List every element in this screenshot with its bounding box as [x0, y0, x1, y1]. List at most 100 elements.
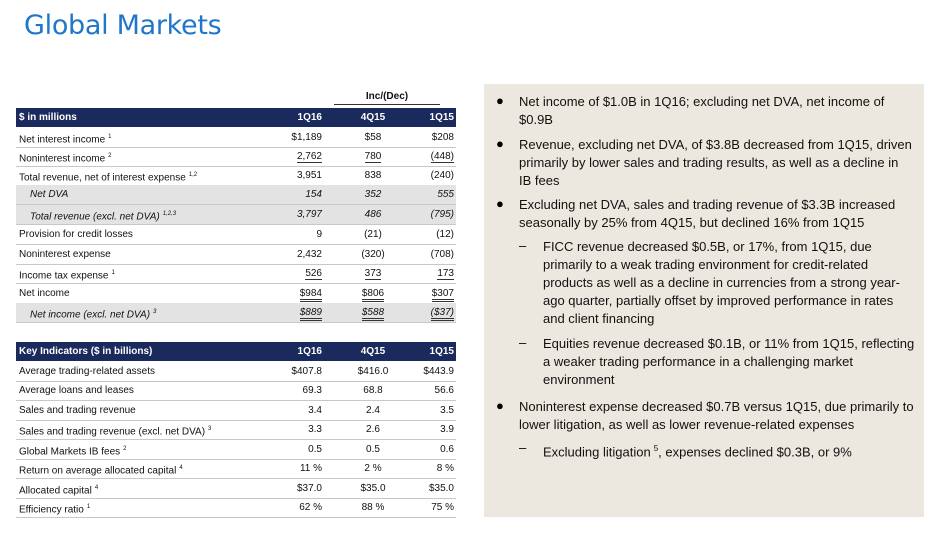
bullet-dot: ● — [496, 136, 504, 151]
cell-4q15: (320) — [361, 249, 385, 260]
table-row: Allocated capital 4 $37.0 $35.0 $35.0 — [16, 479, 456, 499]
litigation-text-b: , expenses declined $0.3B, or 9% — [658, 444, 852, 460]
page-title: Global Markets — [24, 10, 222, 41]
cell-1q16: 0.5 — [308, 444, 322, 455]
row-label: Noninterest expense — [19, 249, 111, 260]
header-col-1q15: 1Q15 — [429, 346, 454, 357]
litigation-text-a: Excluding litigation — [543, 444, 651, 460]
row-label: Total revenue, net of interest expense — [19, 172, 186, 184]
table-row: Net DVA 154 352 555 — [16, 185, 456, 205]
cell-1q15: 3.9 — [440, 424, 454, 435]
key-indicators-header: Key Indicators ($ in billions) 1Q16 4Q15… — [16, 342, 456, 361]
table-row: Total revenue, net of interest expense 1,… — [16, 166, 456, 186]
table-row: Sales and trading revenue (excl. net DVA… — [16, 420, 456, 440]
cell-1q15: $307 — [431, 288, 454, 302]
cell-4q15: 352 — [364, 189, 382, 200]
bullet-dot: ● — [496, 93, 504, 108]
header-label: $ in millions — [19, 112, 77, 123]
cell-1q15: 3.5 — [440, 405, 454, 416]
table-row: Global Markets IB fees 2 0.5 0.5 0.6 — [16, 440, 456, 460]
sub-bullet-ficc: FICC revenue decreased $0.5B, or 17%, fr… — [543, 239, 900, 326]
bullet-revenue: Revenue, excluding net DVA, of $3.8B dec… — [519, 137, 912, 188]
row-label: Average loans and leases — [19, 385, 134, 396]
cell-1q16: $1,189 — [291, 132, 322, 143]
commentary-panel — [484, 84, 924, 517]
bullet-dot: ● — [496, 196, 504, 211]
footnote-marker: 4 — [179, 465, 183, 471]
cell-1q15: (448) — [430, 151, 454, 163]
cell-4q15: 486 — [364, 209, 382, 220]
row-label: Net income (excl. net DVA) — [30, 309, 151, 321]
cell-4q15: 68.8 — [363, 385, 383, 396]
cell-1q16: 3,951 — [296, 170, 322, 181]
cell-1q16: 2,432 — [296, 249, 322, 260]
cell-1q16: 69.3 — [302, 385, 322, 396]
cell-1q16: 3.4 — [308, 405, 322, 416]
row-label: Provision for credit losses — [19, 229, 133, 240]
footnote-marker: 2 — [108, 153, 112, 159]
table-row: Return on average allocated capital 4 11 … — [16, 459, 456, 479]
cell-1q16: 62 % — [299, 502, 322, 513]
cell-4q15: (21) — [364, 229, 382, 240]
cell-1q15: ($37) — [430, 307, 454, 321]
cell-4q15: $35.0 — [360, 483, 386, 494]
cell-4q15: 2.6 — [366, 424, 380, 435]
bullet-net-income: Net income of $1.0B in 1Q16; excluding n… — [519, 94, 885, 127]
table-row: Noninterest expense 2,432 (320) (708) — [16, 245, 456, 265]
footnote-marker: 3 — [208, 426, 212, 432]
table-row: Noninterest income 2 2,762 780 (448) — [16, 147, 456, 167]
header-col-4q15: 4Q15 — [360, 112, 386, 123]
cell-1q16: 154 — [305, 189, 322, 200]
cell-1q15: $35.0 — [428, 483, 454, 494]
cell-4q15: 88 % — [361, 502, 385, 513]
cell-1q16: $37.0 — [296, 483, 322, 494]
footnote-marker: 1,2 — [188, 172, 198, 178]
cell-1q16: 9 — [316, 229, 322, 240]
sub-bullet-litigation: Excluding litigation 5, expenses declined… — [543, 440, 915, 461]
footnote-marker: 1,2,3 — [162, 211, 177, 217]
row-label: Net DVA — [30, 189, 69, 200]
row-label: Return on average allocated capital — [19, 465, 177, 477]
sub-bullet-dash: – — [519, 238, 527, 253]
header-col-1q15: 1Q15 — [429, 112, 454, 123]
cell-1q15: 56.6 — [434, 385, 454, 396]
bullet-sales-trading: Excluding net DVA, sales and trading rev… — [519, 197, 896, 230]
cell-1q16: 3.3 — [308, 424, 322, 435]
cell-4q15: 2 % — [364, 463, 382, 474]
table-row: Net income $984 $806 $307 — [16, 284, 456, 304]
cell-1q16: $407.8 — [291, 366, 322, 377]
cell-1q15: 0.6 — [440, 444, 454, 455]
cell-1q16: $984 — [299, 288, 322, 302]
sub-bullet-dash: – — [519, 440, 527, 455]
header-col-4q15: 4Q15 — [360, 346, 386, 357]
header-col-1q16: 1Q16 — [297, 346, 322, 357]
row-label: Total revenue (excl. net DVA) — [30, 211, 160, 223]
cell-1q15: 75 % — [431, 502, 454, 513]
row-label: Income tax expense — [19, 270, 109, 282]
cell-1q15: (795) — [430, 209, 454, 220]
row-label: Net income — [19, 288, 70, 299]
cell-1q16: 3,797 — [296, 209, 322, 220]
cell-4q15: 373 — [364, 268, 382, 280]
cell-1q15: (708) — [430, 249, 454, 260]
header-label: Key Indicators ($ in billions) — [19, 346, 153, 357]
row-label: Efficiency ratio — [19, 504, 84, 516]
footnote-marker: 2 — [123, 446, 127, 452]
table-row: Income tax expense 1 526 373 173 — [16, 264, 456, 284]
row-label: Allocated capital — [19, 485, 92, 497]
cell-4q15: 838 — [364, 170, 382, 181]
cell-1q16: 526 — [305, 268, 322, 280]
row-label: Noninterest income — [19, 153, 106, 165]
cell-1q16: 2,762 — [296, 151, 322, 163]
cell-1q15: $443.9 — [423, 366, 454, 377]
cell-4q15: $416.0 — [357, 366, 389, 377]
footnote-marker: 1 — [86, 504, 91, 510]
bullet-noninterest-expense: Noninterest expense decreased $0.7B vers… — [519, 399, 914, 432]
sub-bullet-equities: Equities revenue decreased $0.1B, or 11%… — [543, 336, 915, 387]
table-row: Average loans and leases 69.3 68.8 56.6 — [16, 381, 456, 401]
cell-1q16: 11 % — [299, 463, 322, 474]
table-row: Average trading-related assets $407.8 $4… — [16, 362, 456, 382]
cell-4q15: $806 — [361, 288, 385, 302]
table-row: Total revenue (excl. net DVA) 1,2,3 3,797… — [16, 205, 456, 225]
footnote-marker: 3 — [153, 309, 157, 315]
